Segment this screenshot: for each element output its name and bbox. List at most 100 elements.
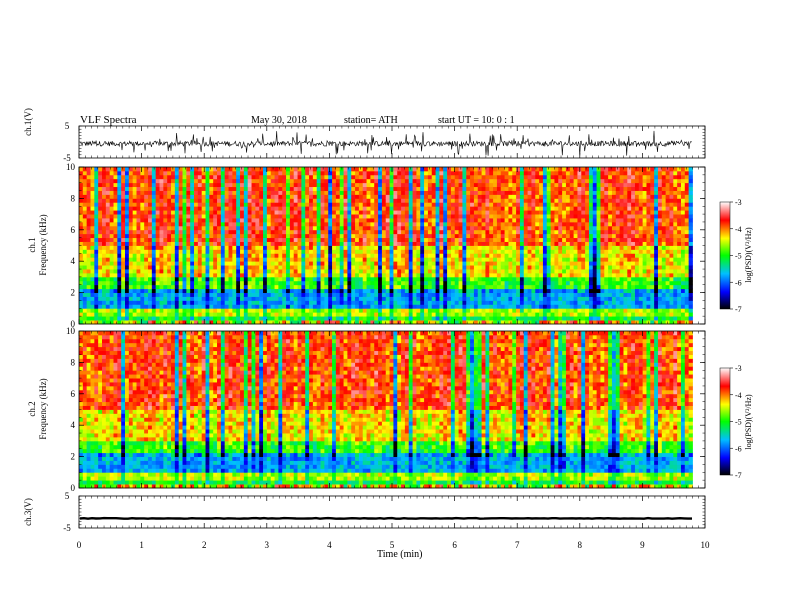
spec1-cells-cell <box>144 261 149 266</box>
spec1-cells-cell <box>527 284 532 290</box>
spec1-cells-cell <box>531 265 536 270</box>
spec1-cells-cell <box>404 190 410 195</box>
spec1-cells-cell <box>389 312 394 317</box>
spec1-cells-cell <box>481 237 486 242</box>
spec1-cells-cell <box>224 194 229 199</box>
spec1-cells-cell <box>420 272 425 278</box>
spec1-cells-cell <box>205 292 210 297</box>
spec1-cells-cell <box>485 265 490 270</box>
spec1-cells-cell <box>140 253 145 258</box>
spec1-cells-cell <box>278 312 283 317</box>
spec1-cells-cell <box>220 265 226 270</box>
spec1-cells-cell <box>251 308 256 313</box>
spec1-cells-cell <box>466 296 471 301</box>
spec1-cells-cell <box>550 269 555 274</box>
spec1-cells-cell <box>312 272 318 278</box>
spec1-cells-cell <box>389 300 394 305</box>
spec1-cells-cell <box>412 174 417 180</box>
spec1-cells-cell <box>362 300 367 305</box>
spec1-cells-cell <box>328 202 333 207</box>
spec1-cells-cell <box>79 261 84 266</box>
spec1-cells-cell <box>385 237 390 242</box>
spec1-cells-cell <box>408 253 413 258</box>
spec1-cells-cell <box>224 206 229 211</box>
spec1-cells-cell <box>481 284 486 290</box>
spec1-cells-cell <box>128 312 134 317</box>
spec1-cells-cell <box>324 304 329 309</box>
spec1-cells-cell <box>397 186 402 191</box>
spec1-cells-cell <box>466 284 471 290</box>
spec1-cells-cell <box>228 300 233 305</box>
spec1-cells-cell <box>378 198 383 203</box>
spec1-cells-cell <box>293 214 298 219</box>
spec1-cells-cell <box>167 265 172 270</box>
spec1-cells-cell <box>113 288 118 294</box>
spec1-cells-cell <box>531 170 536 176</box>
spec1-cells-cell <box>347 300 352 305</box>
spec1-cells-cell <box>385 186 390 191</box>
spec1-cells-cell <box>481 178 486 184</box>
spec1-cells-cell <box>335 304 341 309</box>
spec1-cells-cell <box>247 320 252 325</box>
spec1-cells-cell <box>416 186 421 191</box>
spec1-cells-cell <box>197 221 203 227</box>
spec1-cells-cell <box>243 265 249 270</box>
spec1-cells-cell <box>293 308 298 313</box>
spec1-cells-cell <box>289 194 295 199</box>
spec1-cells-cell <box>113 237 118 242</box>
spec1-cells-cell <box>493 206 498 211</box>
spec1-cells-cell <box>477 300 482 305</box>
spec1-cells-cell <box>523 276 528 282</box>
spec1-cells-cell <box>194 249 199 254</box>
spec1-cells-cell <box>316 284 321 290</box>
spec1-cells-cell <box>439 221 444 227</box>
spec1-cells-cell <box>466 249 471 254</box>
spec1-cells-cell <box>186 312 191 317</box>
spec1-cells-cell <box>186 245 191 250</box>
spec1-cells-cell <box>493 257 498 262</box>
spec1-cells-cell <box>389 186 394 191</box>
spec1-cells-cell <box>132 249 137 254</box>
spec1-cells-cell <box>297 198 302 203</box>
spec1-cells-cell <box>324 241 329 246</box>
spec1-cells-cell <box>148 167 153 172</box>
spec1-cells-cell <box>270 221 275 227</box>
spec1-cells-cell <box>220 182 226 188</box>
spec1-cells-cell <box>427 241 433 246</box>
spec1-cells-cell <box>197 186 203 191</box>
spec1-cells-cell <box>243 170 249 176</box>
spec1-cells-cell <box>527 202 532 207</box>
spec1-cells-cell <box>431 261 436 266</box>
spec1-cells-cell <box>228 170 233 176</box>
spec1-cells-cell <box>542 312 548 317</box>
spec1-cells-cell <box>539 170 544 176</box>
spec1-cells-cell <box>190 202 195 207</box>
spec1-cells-cell <box>470 304 475 309</box>
spec1-cells-cell <box>163 202 168 207</box>
spec1-cells-cell <box>347 320 352 325</box>
spec1-cells-cell <box>205 194 210 199</box>
spec1-cells-cell <box>462 237 467 242</box>
spec1-cells-cell <box>454 312 459 317</box>
spec1-cells-cell <box>148 198 153 203</box>
spec1-cells-cell <box>401 269 406 274</box>
spec1-cells-cell <box>255 257 260 262</box>
spec1-cells-cell <box>401 221 406 227</box>
spec1-cells-cell <box>247 190 252 195</box>
spec1-cells-cell <box>358 202 364 207</box>
spec1-cells-cell <box>109 221 114 227</box>
spec1-cells-cell <box>102 292 107 297</box>
spec1-cells-cell <box>328 253 333 258</box>
spec1-cells-cell <box>324 269 329 274</box>
spec1-cells-cell <box>485 257 490 262</box>
spec1-cells-cell <box>473 300 479 305</box>
spec1-cells-cell <box>466 198 471 203</box>
spec1-cells-cell <box>493 300 498 305</box>
spec1-cells-cell <box>247 296 252 301</box>
spec1-cells-cell <box>351 198 356 203</box>
spec1-cells-cell <box>539 190 544 195</box>
spec1-cells-cell <box>420 261 425 266</box>
spec1-cells-cell <box>343 190 348 195</box>
spec1-cells-cell <box>213 174 218 180</box>
spec1-cells-cell <box>309 316 314 321</box>
